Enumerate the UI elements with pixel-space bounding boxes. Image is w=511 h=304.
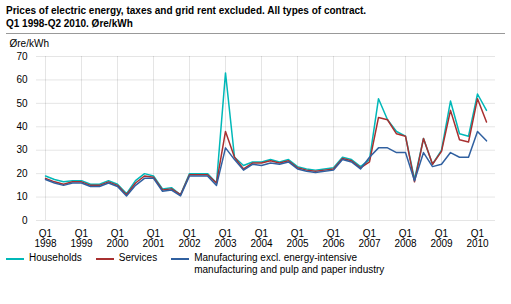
svg-text:50: 50 (16, 98, 28, 109)
svg-text:30: 30 (16, 144, 28, 155)
svg-text:Q11998: Q11998 (34, 228, 57, 249)
svg-text:Q12004: Q12004 (250, 228, 273, 249)
svg-text:Q12008: Q12008 (394, 228, 417, 249)
html-text:Households: Households (29, 252, 82, 263)
svg-text:Øre/kWh: Øre/kWh (10, 38, 49, 49)
svg-text:10: 10 (16, 191, 28, 202)
svg-text:20: 20 (16, 168, 28, 179)
html-text:Prices of electric energy, tax: Prices of electric energy, taxes and gri… (6, 5, 367, 16)
svg-text:60: 60 (16, 74, 28, 85)
svg-text:0: 0 (22, 215, 28, 226)
svg-text:Q12002: Q12002 (178, 228, 201, 249)
svg-text:Q12009: Q12009 (430, 228, 453, 249)
svg-text:40: 40 (16, 121, 28, 132)
svg-text:Q12010: Q12010 (466, 228, 489, 249)
svg-text:Q12007: Q12007 (358, 228, 381, 249)
html-text:Services: Services (118, 252, 158, 263)
html-text:Manufacturing excl. energy-int: Manufacturing excl. energy-intensive man… (194, 252, 385, 275)
svg-text:Q12001: Q12001 (142, 228, 165, 249)
svg-text:Q11999: Q11999 (70, 228, 93, 249)
html-text:Q1 1998-Q2 2010. Øre/kWh: Q1 1998-Q2 2010. Øre/kWh (6, 18, 133, 29)
svg-text:Q12006: Q12006 (322, 228, 345, 249)
svg-text:Q12005: Q12005 (286, 228, 309, 249)
svg-text:Q12000: Q12000 (106, 228, 129, 249)
svg-text:Q12003: Q12003 (214, 228, 237, 249)
svg-text:70: 70 (16, 51, 28, 62)
